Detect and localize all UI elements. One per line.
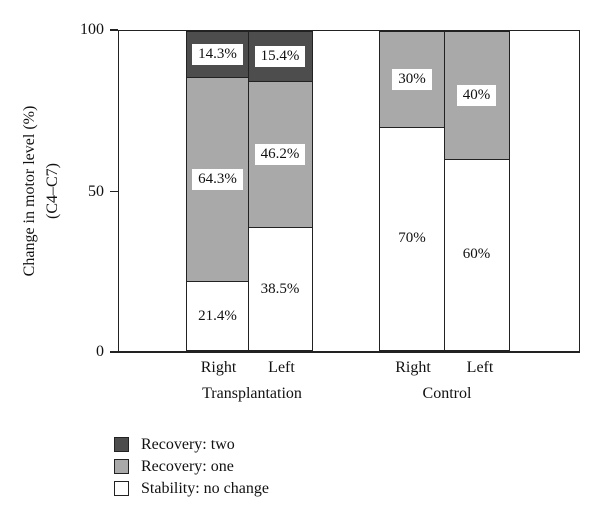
legend-swatch-recovery-two-icon — [114, 437, 129, 452]
legend-label-stability: Stability: no change — [141, 480, 269, 497]
y-tick-label-0: 0 — [96, 343, 104, 360]
y-tick-100 — [110, 29, 118, 31]
bar-segment: 15.4% — [248, 32, 312, 81]
bar-segment-label: 14.3% — [192, 43, 243, 66]
bar-segment: 38.5% — [248, 227, 312, 350]
bar-segment: 60% — [444, 158, 509, 350]
bar-segment-label: 40% — [456, 84, 497, 107]
bar-segment-label: 38.5% — [260, 280, 300, 297]
legend-row-recovery-two: Recovery: two — [114, 436, 269, 453]
bar-segment: 64.3% — [187, 77, 248, 282]
y-tick-50 — [110, 190, 118, 193]
y-tick-0 — [110, 351, 118, 353]
legend-label-recovery-two: Recovery: two — [141, 436, 235, 453]
bar-segment: 14.3% — [187, 32, 248, 78]
bar-segment-label: 46.2% — [254, 143, 306, 166]
y-axis-title-line1: Change in motor level (%) — [21, 105, 38, 277]
group-label-transplantation: Transplantation — [202, 385, 302, 402]
bar-segment: 46.2% — [248, 80, 312, 228]
bar-segment: 70% — [380, 127, 444, 350]
bar-control-right: 30% 70% — [379, 31, 445, 351]
y-tick-label-50: 50 — [88, 183, 104, 200]
bar-control-left: 40% 60% — [443, 31, 510, 351]
bar-segment: 21.4% — [187, 281, 248, 350]
bar-segment-label: 21.4% — [198, 307, 237, 324]
y-tick-label-100: 100 — [80, 21, 104, 38]
x-category-label-transplantation-right: Right — [200, 359, 237, 376]
bar-transplantation-left: 15.4% 46.2% 38.5% — [247, 31, 313, 351]
legend-row-stability: Stability: no change — [114, 480, 269, 497]
bar-segment-label: 60% — [462, 246, 491, 263]
bar-segment: 40% — [444, 32, 509, 159]
legend: Recovery: two Recovery: one Stability: n… — [114, 436, 269, 502]
legend-label-recovery-one: Recovery: one — [141, 458, 234, 475]
legend-swatch-recovery-one-icon — [114, 459, 129, 474]
bar-transplantation-right: 14.3% 64.3% 21.4% — [186, 31, 249, 351]
plot-area: 14.3% 64.3% 21.4% 15.4% 46.2% 38.5% 30% 70% 4… — [118, 30, 580, 353]
group-label-control: Control — [422, 385, 472, 402]
legend-row-recovery-one: Recovery: one — [114, 458, 269, 475]
bar-segment-label: 15.4% — [254, 45, 306, 67]
x-category-label-transplantation-left: Left — [268, 359, 295, 376]
x-category-label-control-right: Right — [395, 359, 431, 376]
bar-segment: 30% — [380, 32, 444, 128]
x-category-label-control-left: Left — [466, 359, 494, 376]
bar-segment-label: 70% — [398, 230, 426, 247]
y-axis-title-line2: (C4–C7) — [44, 163, 61, 219]
bar-segment-label: 64.3% — [192, 169, 243, 191]
legend-swatch-stability-icon — [114, 481, 129, 496]
bar-segment-label: 30% — [392, 68, 432, 91]
